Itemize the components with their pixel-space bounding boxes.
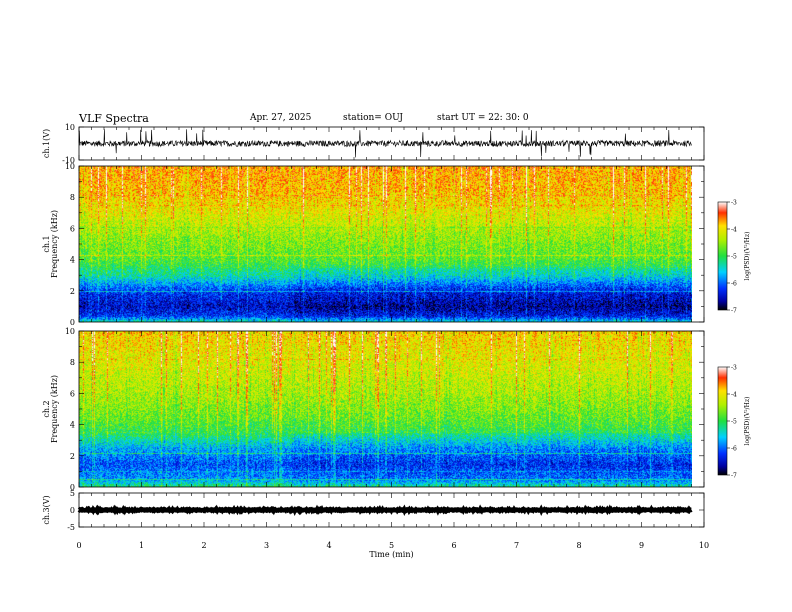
ch2-spectrogram-colorbar-tick-label: -5 [731,419,737,426]
header-station: station= OUJ [343,113,404,123]
chart-title: VLF Spectra [79,112,149,125]
ch2-spectrogram-ytick-label: 2 [70,452,75,461]
xtick-label: 3 [264,541,269,550]
ch1-spectrogram-ytick-label: 10 [65,162,75,171]
xtick-label: 7 [514,541,519,550]
ch2-spectrogram-ytick-label: 10 [65,327,75,336]
ch1-spectrogram-colorbar-tick-label: -6 [731,281,737,288]
x-axis-label: Time (min) [369,550,413,559]
ch2-spectrogram-colorbar-label: log(PSD)(V²/Hz) [744,397,751,446]
ch2-spectrogram-ytick-label: 8 [70,358,75,367]
ch2-spectrogram-ylabel: Frequency (kHz) [50,375,59,443]
header-start-ut: start UT = 22: 30: 0 [437,113,529,123]
ch3-waveform-ylabel: ch.3(V) [42,495,51,524]
xtick-label: 1 [139,541,144,550]
ch2-spectrogram-colorbar-tick-label: -3 [731,365,737,372]
ch2-spectrogram-colorbar-tick-label: -7 [731,473,737,480]
xtick-label: 9 [639,541,644,550]
ch2-spectrogram-ytick-label: 6 [70,389,75,398]
ch2-spectrogram-colorbar-tick-label: -6 [731,446,737,453]
ch2-spectrogram-ytick-label: 0 [70,483,75,492]
xtick-label: 8 [576,541,581,550]
xtick-label: 10 [699,541,709,550]
ch1-spectrogram-ylabel: Frequency (kHz) [50,210,59,278]
waveform-traces [77,129,693,517]
axes-labels: ch.1(V)10-10-3-4-5-6-7log(PSD)(V²/Hz)ch.… [42,123,751,559]
ch3-waveform-ytick-label: -5 [67,523,75,532]
ch2-spectrogram-ytick-label: 4 [70,421,75,430]
ch2-spectrogram-colorbar [717,366,728,476]
ch1-waveform-ytick-label: 10 [65,123,75,132]
ch3-waveform-trace [77,504,693,517]
ch3-waveform-ytick-label: 5 [70,489,75,498]
ch1-waveform-trace [78,129,692,158]
ch1-spectrogram-ytick-label: 4 [70,256,75,265]
xtick-label: 0 [76,541,81,550]
ch3-waveform-ytick-label: 0 [70,506,75,515]
ch1-spectrogram-colorbar [717,201,728,311]
ch1-spectrogram-image [79,166,692,322]
xtick-label: 5 [389,541,394,550]
ch1-spectrogram-ytick-label: 2 [70,287,75,296]
ch1-spectrogram-ytick-label: 0 [70,318,75,327]
ch2-spectrogram-image [79,331,692,487]
xtick-label: 6 [451,541,456,550]
spectrogram-images [79,166,692,487]
ch1-spectrogram-colorbar-tick-label: -7 [731,308,737,315]
xtick-label: 2 [201,541,206,550]
ch2-spectrogram-colorbar-tick-label: -4 [731,392,737,399]
xtick-label: 4 [326,541,331,550]
ch1-spectrogram-colorbar-tick-label: -4 [731,227,737,234]
ch2-spectrogram-channel-label: ch.2 [42,400,51,417]
ch1-spectrogram-ytick-label: 6 [70,224,75,233]
ch1-waveform-ytick-label: -10 [62,156,75,165]
header-date: Apr. 27, 2025 [250,113,312,123]
axes-frames [78,126,730,528]
ch1-spectrogram-channel-label: ch.1 [42,235,51,252]
ch1-spectrogram-colorbar-label: log(PSD)(V²/Hz) [744,232,751,281]
ch1-spectrogram-ytick-label: 8 [70,193,75,202]
ch1-spectrogram-colorbar-tick-label: -3 [731,200,737,207]
ch1-spectrogram-colorbar-tick-label: -5 [731,254,737,261]
ch1-waveform-ylabel: ch.1(V) [42,129,51,158]
